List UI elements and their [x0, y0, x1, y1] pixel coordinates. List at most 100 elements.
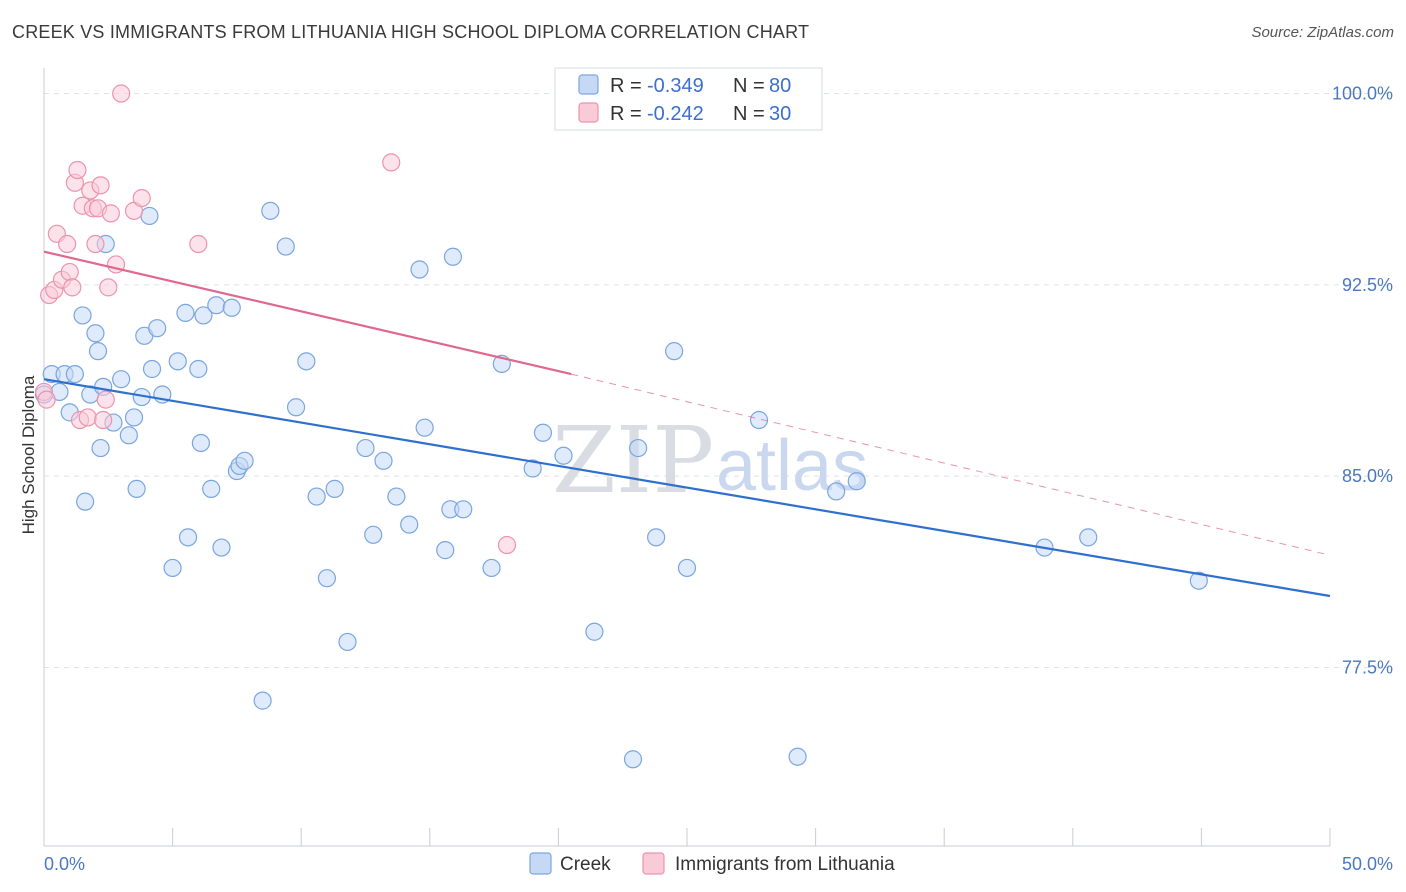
creek-point — [297, 352, 316, 371]
creek-point — [325, 479, 344, 498]
legend-lithuania-r-label: R = — [610, 103, 642, 125]
creek-point — [623, 750, 643, 769]
creek-point — [65, 364, 84, 384]
lithuania-point — [63, 278, 82, 297]
lithuania-point — [132, 188, 151, 208]
creek-point — [1079, 528, 1098, 547]
x-tick-label-1: 50.0% — [1342, 854, 1393, 874]
creek-point — [338, 632, 357, 652]
creek-point — [629, 438, 648, 458]
creek-point — [119, 426, 138, 445]
creek-point — [168, 352, 187, 371]
y-tick-label-3: 100.0% — [1332, 84, 1393, 104]
legend-creek-n-value: 80 — [769, 75, 791, 97]
creek-point — [410, 260, 429, 279]
creek-point — [73, 306, 92, 325]
legend-creek-r-value: -0.349 — [647, 75, 704, 97]
creek-point — [677, 558, 697, 578]
creek-point — [142, 359, 162, 379]
creek-point — [356, 438, 375, 458]
creek-point — [749, 410, 769, 430]
x-tick-labels: 0.0% 50.0% — [44, 854, 1393, 874]
creek-point — [387, 487, 406, 506]
creek-point — [261, 201, 280, 220]
creek-point — [86, 324, 105, 343]
y-tick-labels: 77.5% 85.0% 92.5% 100.0% — [1332, 84, 1393, 678]
creek-point — [178, 528, 198, 547]
creek-point — [176, 303, 195, 322]
lithuania-point — [382, 153, 401, 172]
creek-point — [374, 451, 393, 470]
legend-lithuania-n-label: N = — [733, 103, 765, 125]
lithuania-points — [34, 84, 517, 555]
lithuania-point — [96, 390, 115, 409]
creek-point — [194, 306, 213, 325]
lithuania-point — [60, 262, 79, 282]
legend-box — [554, 67, 823, 131]
creek-point — [647, 528, 666, 547]
creek-point — [286, 398, 306, 417]
y-axis-title: High School Diploma — [19, 375, 38, 534]
legend-swatch-lithuania — [578, 102, 599, 123]
lithuania-trend-extension — [571, 373, 1331, 556]
creek-point — [207, 296, 226, 315]
legend-lithuania-r-value: -0.242 — [647, 103, 704, 125]
creek-point — [436, 541, 455, 560]
creek-point — [317, 569, 337, 588]
bottom-legend-swatch-lithuania — [642, 852, 665, 875]
creek-point — [189, 359, 208, 379]
creek-point — [222, 298, 241, 317]
creek-point — [212, 538, 231, 557]
lithuania-point — [91, 176, 110, 195]
creek-point — [454, 500, 473, 519]
creek-point — [364, 525, 383, 544]
lithuania-point — [497, 535, 517, 555]
creek-point — [148, 319, 167, 338]
creek-point — [76, 492, 95, 511]
y-tick-label-2: 92.5% — [1342, 275, 1393, 295]
creek-point — [585, 622, 604, 641]
lithuania-point — [86, 234, 105, 254]
creek-trend-line — [43, 378, 1331, 598]
bottom-legend-creek: Creek — [560, 854, 611, 875]
lithuania-point — [37, 390, 56, 409]
creek-point — [847, 472, 866, 491]
grid — [44, 93, 1390, 668]
creek-point — [533, 423, 553, 442]
creek-point — [253, 691, 272, 710]
lithuania-point — [58, 234, 77, 254]
creek-point — [443, 247, 463, 266]
x-tick-label-0: 0.0% — [44, 854, 85, 874]
creek-point — [91, 438, 110, 458]
bottom-legend-swatch-creek — [529, 852, 552, 875]
bottom-legend: Creek Immigrants from Lithuania — [529, 852, 895, 875]
y-tick-label-1: 85.0% — [1342, 466, 1393, 486]
creek-point — [415, 418, 434, 437]
legend: R = -0.349 N = 80 R = -0.242 N = 30 — [554, 67, 823, 131]
lithuania-point — [94, 410, 113, 430]
creek-point — [665, 342, 684, 361]
watermark-zip: ZIP — [552, 407, 714, 514]
creek-point — [523, 459, 542, 478]
creek-point — [276, 237, 295, 256]
legend-creek-r-label: R = — [610, 75, 642, 97]
lithuania-point — [78, 408, 97, 427]
trend-lines — [43, 250, 1331, 598]
axes — [43, 68, 1331, 847]
lithuania-point — [112, 84, 131, 103]
creek-point — [88, 342, 108, 361]
creek-point — [482, 558, 501, 578]
creek-point — [202, 479, 221, 498]
legend-creek-n-label: N = — [733, 75, 765, 97]
creek-point — [235, 451, 254, 470]
creek-point — [112, 370, 131, 389]
creek-point — [554, 446, 573, 465]
bottom-legend-lithuania: Immigrants from Lithuania — [675, 854, 895, 875]
creek-point — [140, 206, 159, 226]
creek-point — [827, 482, 846, 501]
creek-points — [34, 84, 1208, 769]
lithuania-point — [99, 278, 118, 297]
creek-point — [400, 515, 419, 534]
creek-point — [191, 433, 210, 453]
lithuania-point — [68, 160, 87, 180]
